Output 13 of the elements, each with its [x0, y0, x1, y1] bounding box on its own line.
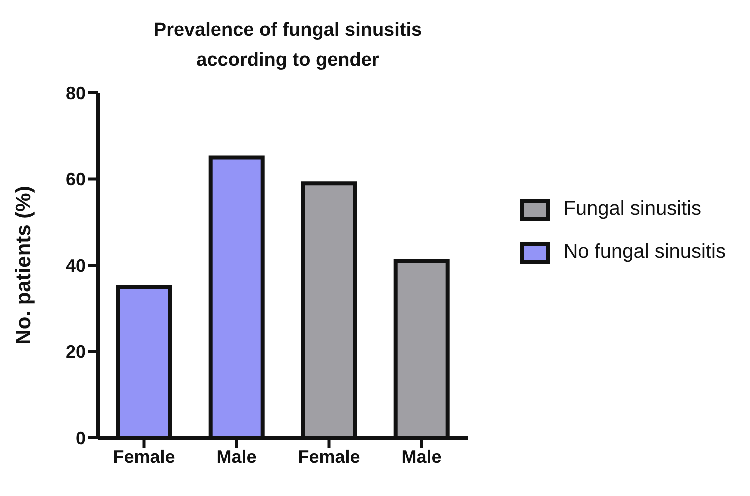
y-tick-label: 80	[66, 83, 86, 104]
legend-label: Fungal sinusitis	[562, 198, 703, 221]
y-tick-label: 0	[76, 428, 86, 448]
legend-label: No fungal sinusitis	[562, 241, 726, 264]
y-tick-label: 20	[66, 342, 86, 362]
y-tick-label: 40	[66, 256, 86, 276]
x-tick-label: Male	[402, 446, 442, 467]
y-tick-label: 60	[66, 170, 86, 190]
y-axis-title: No. patients (%)	[12, 186, 36, 345]
chart-title: Prevalence of fungal sinusitis according to gender	[152, 19, 424, 73]
x-tick-label: Male	[216, 446, 257, 467]
x-tick-label: Female	[113, 446, 176, 467]
x-tick-label: Female	[298, 446, 360, 467]
